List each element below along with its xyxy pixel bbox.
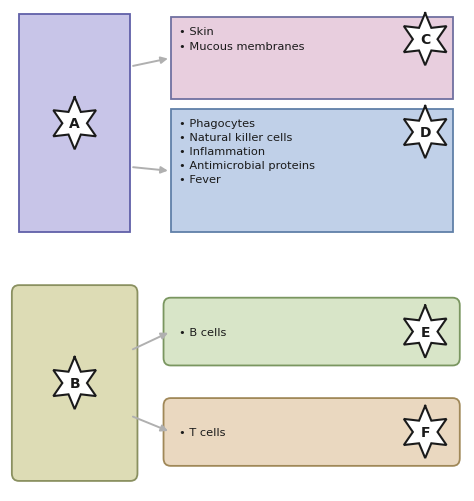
FancyBboxPatch shape <box>164 398 460 466</box>
Text: F: F <box>420 425 430 439</box>
Polygon shape <box>404 107 447 159</box>
FancyBboxPatch shape <box>171 110 453 233</box>
FancyBboxPatch shape <box>171 18 453 100</box>
Text: D: D <box>419 126 431 140</box>
Text: • Skin
• Mucous membranes: • Skin • Mucous membranes <box>179 27 305 52</box>
Text: • Phagocytes
• Natural killer cells
• Inflammation
• Antimicrobial proteins
• Fe: • Phagocytes • Natural killer cells • In… <box>179 119 315 185</box>
FancyBboxPatch shape <box>12 286 137 481</box>
Text: C: C <box>420 33 430 47</box>
Polygon shape <box>404 14 447 66</box>
Polygon shape <box>404 306 447 358</box>
Text: B: B <box>69 376 80 390</box>
FancyBboxPatch shape <box>164 298 460 366</box>
Text: • B cells: • B cells <box>179 327 227 337</box>
Text: • T cells: • T cells <box>179 427 226 437</box>
FancyBboxPatch shape <box>19 15 130 233</box>
Polygon shape <box>53 98 96 150</box>
Text: A: A <box>69 117 80 131</box>
Polygon shape <box>404 406 447 458</box>
Text: E: E <box>420 325 430 339</box>
Polygon shape <box>53 357 96 409</box>
